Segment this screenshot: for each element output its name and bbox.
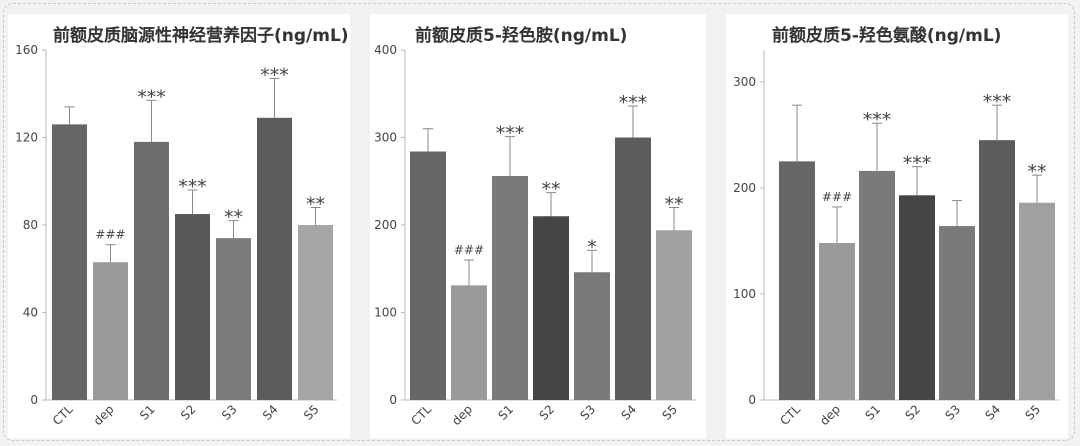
significance-label: *** (863, 109, 892, 131)
y-tick-label: 200 (733, 181, 756, 195)
x-tick-label: dep (449, 402, 475, 428)
significance-label: ** (224, 207, 243, 229)
significance-label: ** (542, 179, 561, 201)
bar (93, 262, 128, 400)
significance-label: *** (178, 176, 207, 198)
significance-label: *** (983, 91, 1012, 113)
y-tick-label: 0 (748, 393, 756, 407)
x-tick-label: CTL (777, 402, 803, 428)
chart-panel-5ht: 前额皮质5-羟色胺(ng/mL) 0 100 200 300 400 CTL ### dep *… (370, 14, 706, 438)
bar (298, 225, 333, 400)
y-tick-label: 300 (733, 75, 756, 89)
x-tick-label: dep (91, 402, 117, 428)
bar (52, 124, 87, 400)
plot-area: 0 100 200 300 CTL ### dep *** S1 *** S2 S3 *** S4 ** S5 (733, 50, 1059, 428)
significance-label: ** (1028, 161, 1047, 183)
y-tick-label: 0 (30, 393, 38, 407)
bar (451, 285, 487, 400)
x-tick-label: S3 (942, 402, 963, 423)
bar (410, 151, 446, 400)
significance-label: ### (95, 228, 125, 242)
chart-5htp: 前额皮质5-羟色氨酸(ng/mL) 0100200300CTL###dep***… (733, 25, 1059, 428)
chart-panel-bdnf: 前额皮质脑源性神经营养因子(ng/mL) 0 40 80 120 160 CTL ### de… (8, 14, 350, 438)
x-tick-label: CTL (50, 402, 76, 428)
y-tick-label: 300 (374, 131, 397, 145)
bar (257, 117, 292, 400)
x-tick-label: S3 (219, 402, 240, 423)
bar (216, 238, 251, 400)
bar (779, 161, 815, 400)
significance-label: ** (306, 194, 325, 216)
significance-label: *** (496, 123, 525, 145)
figure-frame (3, 3, 1075, 441)
bar (859, 170, 895, 400)
bar (1019, 202, 1055, 400)
significance-label: *** (137, 86, 166, 108)
y-tick-label: 40 (23, 306, 38, 320)
bar (899, 195, 935, 400)
x-tick-label: S4 (260, 402, 281, 423)
x-tick-label: S3 (577, 402, 598, 423)
significance-label: ### (822, 190, 852, 204)
x-tick-label: CTL (408, 402, 434, 428)
y-tick-label: 80 (23, 218, 38, 232)
significance-label: ** (665, 194, 684, 216)
significance-label: * (587, 236, 597, 258)
x-tick-label: S5 (659, 402, 680, 423)
bar (656, 230, 692, 400)
y-tick-label: 100 (733, 287, 756, 301)
plot-area: 0 40 80 120 160 CTL ### dep *** S1 *** S2 ** S3 *** S4 *… (15, 43, 337, 428)
bar (175, 214, 210, 400)
bar (615, 137, 651, 400)
y-tick-label: 120 (15, 131, 38, 145)
bar (574, 272, 610, 400)
bar (492, 176, 528, 400)
significance-label: *** (260, 64, 289, 86)
y-tick-label: 160 (15, 43, 38, 57)
x-tick-label: S5 (1022, 402, 1043, 423)
y-tick-label: 100 (374, 306, 397, 320)
x-tick-label: S1 (495, 402, 516, 423)
bar (819, 243, 855, 400)
chart-title: 前额皮质5-羟色胺(ng/mL) (415, 25, 627, 46)
significance-label: ### (454, 243, 484, 257)
x-tick-label: S4 (618, 402, 639, 423)
chart-bdnf: 前额皮质脑源性神经营养因子(ng/mL) 0 40 80 120 160 CTL ### de… (15, 25, 349, 428)
chart-title: 前额皮质脑源性神经营养因子(ng/mL) (53, 25, 349, 46)
chart-5ht: 前额皮质5-羟色胺(ng/mL) 0 100 200 300 400 CTL ### dep *… (374, 25, 696, 428)
x-tick-label: S4 (982, 402, 1003, 423)
y-tick-label: 0 (389, 393, 397, 407)
bar (533, 216, 569, 400)
chart-panel-5htp: 前额皮质5-羟色氨酸(ng/mL) 0 100 200 300 CTL ### dep ***… (726, 14, 1068, 438)
plot-area: 0 100 200 300 400 CTL ### dep *** S1 ** S2 * S3 *** S4 *… (374, 43, 696, 428)
y-tick-label: 400 (374, 43, 397, 57)
bar (134, 141, 169, 400)
x-tick-label: dep (817, 402, 843, 428)
y-tick-label: 200 (374, 218, 397, 232)
bar (979, 140, 1015, 400)
x-tick-label: S2 (902, 402, 923, 423)
x-tick-label: S1 (137, 402, 158, 423)
bar (939, 226, 975, 400)
x-tick-label: S2 (536, 402, 557, 423)
chart-title: 前额皮质5-羟色氨酸(ng/mL) (772, 25, 1001, 46)
x-tick-label: S1 (862, 402, 883, 423)
significance-label: *** (903, 153, 932, 175)
x-tick-label: S2 (178, 402, 199, 423)
significance-label: *** (619, 92, 648, 114)
x-tick-label: S5 (301, 402, 322, 423)
